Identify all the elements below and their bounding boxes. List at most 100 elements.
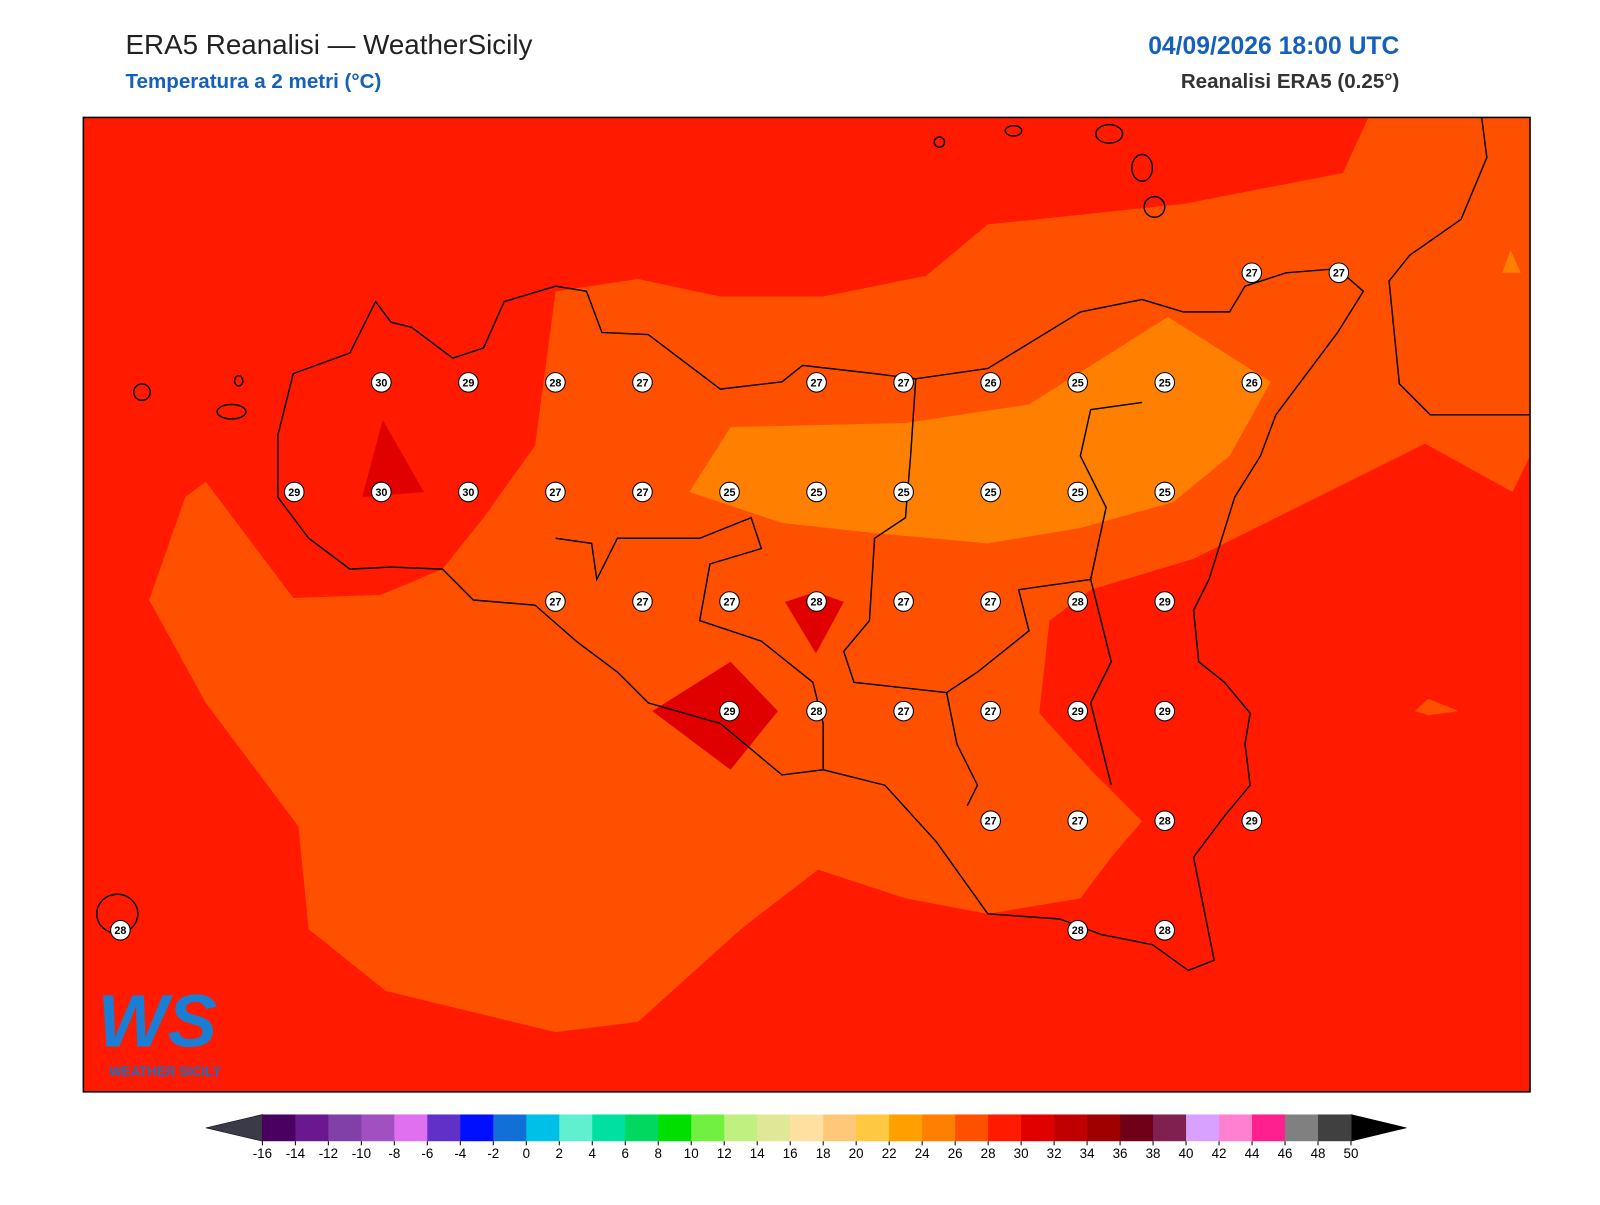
colorbar-bin — [460, 1114, 494, 1142]
point-marker — [1154, 700, 1176, 722]
title: ERA5 Reanalisi — WeatherSicily — [126, 29, 533, 60]
colorbar-tick-label: 18 — [816, 1146, 831, 1161]
colorbar-bin — [757, 1114, 791, 1142]
point-marker — [980, 372, 1001, 393]
point-marker — [632, 591, 653, 612]
coastline — [277, 267, 1365, 972]
point-marker — [1067, 920, 1089, 941]
colorbar-tick-label: 42 — [1212, 1146, 1227, 1161]
colorbar-bin — [1285, 1114, 1319, 1142]
colorbar-tick-label: 24 — [915, 1146, 930, 1161]
colorbar-bin — [724, 1114, 758, 1142]
colorbar-bin — [295, 1114, 329, 1142]
point-value: 27 — [985, 706, 997, 718]
colorbar-bin — [493, 1114, 527, 1142]
point-marker — [806, 700, 827, 722]
point-value: 27 — [898, 377, 910, 389]
point-marker — [1067, 591, 1089, 612]
point-marker — [545, 591, 566, 612]
colorbar-tick-label: 14 — [750, 1146, 765, 1161]
point-value: 27 — [898, 706, 910, 718]
colorbar-tick-label: 34 — [1080, 1146, 1095, 1161]
point-marker — [1154, 372, 1176, 393]
colorbar-over — [1350, 1114, 1407, 1142]
colorbar-tick-label: 28 — [981, 1146, 996, 1161]
point-value: 29 — [462, 377, 474, 389]
source: Reanalisi ERA5 (0.25°) — [1181, 70, 1400, 93]
point-marker — [283, 481, 305, 503]
field-30-32 — [362, 419, 844, 770]
colorbar-tick-label: -12 — [319, 1146, 338, 1161]
colorbar-bin — [856, 1114, 890, 1142]
point-marker — [980, 700, 1001, 722]
colorbar-bin — [658, 1114, 692, 1142]
point-value: 27 — [1333, 268, 1345, 280]
point-value: 27 — [636, 377, 648, 389]
point-value: 29 — [1246, 816, 1258, 828]
colorbar-bin — [790, 1114, 824, 1142]
point-value: 26 — [985, 377, 997, 389]
point-marker — [893, 481, 914, 503]
point-value: 29 — [1072, 706, 1084, 718]
point-marker — [458, 372, 479, 393]
colorbar-tick-label: 44 — [1245, 1146, 1260, 1161]
point-marker — [893, 372, 914, 393]
colorbar-tick-label: 40 — [1179, 1146, 1194, 1161]
point-marker — [458, 481, 479, 503]
point-value: 27 — [549, 596, 561, 608]
point-marker — [632, 481, 653, 503]
colorbar-tick-label: 48 — [1311, 1146, 1326, 1161]
colorbar-bin — [394, 1114, 428, 1142]
map — [83, 117, 1531, 1092]
point-value: 30 — [375, 377, 387, 389]
point-marker — [110, 920, 131, 941]
point-value: 25 — [1159, 487, 1171, 499]
point-marker — [893, 591, 914, 612]
point-value: 28 — [1072, 596, 1084, 608]
point-marker — [1154, 920, 1176, 941]
point-marker — [1241, 372, 1263, 393]
point-marker — [980, 591, 1001, 612]
colorbar-tick-label: 46 — [1278, 1146, 1293, 1161]
colorbar-tick-label: 16 — [783, 1146, 798, 1161]
colorbar-bin — [625, 1114, 659, 1142]
colorbar-bin — [1318, 1114, 1352, 1142]
logo: WS WEATHER SICILY — [98, 980, 221, 1079]
point-marker — [1154, 591, 1176, 612]
colorbar-bin — [1087, 1114, 1121, 1142]
point-value: 25 — [1072, 377, 1084, 389]
colorbar-bin — [592, 1114, 626, 1142]
colorbar-tick-label: 8 — [655, 1146, 662, 1161]
colorbar-tick-label: 6 — [622, 1146, 629, 1161]
colorbar-bin — [328, 1114, 362, 1142]
point-marker — [1067, 481, 1089, 503]
colorbar-tick-label: 26 — [948, 1146, 963, 1161]
colorbar-tick-label: -16 — [253, 1146, 272, 1161]
colorbar-bin — [1219, 1114, 1253, 1142]
point-value: 29 — [1159, 706, 1171, 718]
point-value: 30 — [462, 487, 474, 499]
colorbar-tick-label: -4 — [454, 1146, 466, 1161]
point-marker — [719, 481, 740, 503]
point-marker — [371, 481, 392, 503]
point-marker — [806, 481, 827, 503]
colorbar-bin — [427, 1114, 461, 1142]
colorbar-bin — [1153, 1114, 1187, 1142]
colorbar-tick-label: 4 — [589, 1146, 597, 1161]
colorbar-bin — [559, 1114, 593, 1142]
point-value: 28 — [1159, 816, 1171, 828]
colorbar: -16 -14 -12 -10 -8 -6 -4 -2 0 2 4 6 8 10 12 14 16 18 20 22 2… — [205, 1114, 1407, 1161]
point-value: 28 — [1072, 925, 1084, 937]
point-marker — [1067, 700, 1089, 722]
colorbar-tick-label: 22 — [882, 1146, 897, 1161]
provincial-borders — [555, 378, 1143, 807]
colorbar-bin — [361, 1114, 395, 1142]
point-marker — [545, 372, 566, 393]
point-marker — [980, 810, 1001, 831]
point-value: 29 — [724, 706, 736, 718]
point-value: 27 — [636, 596, 648, 608]
point-value: 25 — [811, 487, 823, 499]
point-value: 25 — [1159, 377, 1171, 389]
colorbar-tick-label: -10 — [352, 1146, 371, 1161]
